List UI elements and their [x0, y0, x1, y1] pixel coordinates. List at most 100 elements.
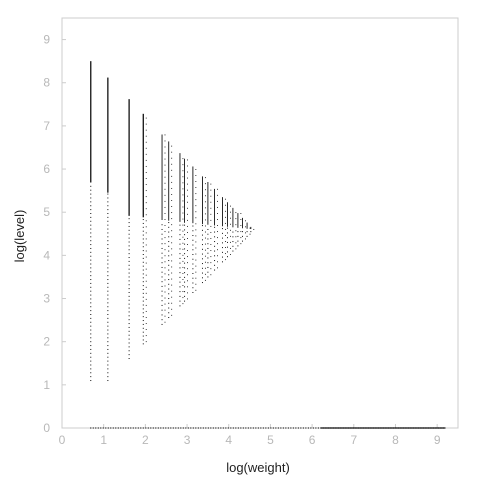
data-point [221, 237, 223, 239]
data-point [179, 262, 181, 264]
data-point [90, 228, 92, 230]
data-point [179, 243, 181, 245]
point-column [128, 99, 130, 360]
data-point [115, 427, 117, 429]
x-tick-label: 5 [267, 433, 274, 447]
data-point [90, 298, 92, 300]
data-point [192, 277, 194, 279]
data-point [145, 286, 147, 288]
data-point [221, 228, 223, 230]
data-point [187, 274, 188, 276]
data-point [182, 170, 184, 172]
data-point [257, 427, 259, 429]
data-point [182, 248, 184, 250]
data-point [182, 303, 184, 305]
data-point [235, 212, 237, 214]
data-point [168, 264, 170, 266]
data-point [170, 427, 172, 429]
data-point [207, 247, 209, 249]
data-point [168, 293, 170, 295]
data-point [184, 248, 186, 250]
data-point [182, 182, 184, 184]
data-point [145, 117, 147, 119]
data-point [90, 193, 92, 195]
data-point [90, 236, 92, 238]
data-point [195, 181, 197, 182]
data-point [222, 427, 224, 429]
data-point [187, 238, 188, 239]
data-point [164, 200, 166, 202]
data-point [107, 220, 109, 222]
data-point [164, 206, 166, 208]
data-point [182, 242, 184, 244]
data-point [201, 244, 203, 246]
data-point [168, 250, 170, 252]
data-point [227, 427, 229, 429]
data-point [187, 256, 188, 258]
data-point [237, 427, 239, 429]
data-point [128, 280, 130, 282]
data-point [204, 267, 206, 269]
data-point [195, 277, 197, 279]
data-point [145, 329, 147, 330]
data-point [182, 206, 184, 208]
data-point [128, 272, 130, 274]
data-point [207, 228, 209, 230]
data-point [182, 285, 184, 286]
data-point [195, 205, 197, 207]
data-point [171, 284, 173, 286]
data-point [171, 248, 173, 250]
data-point [179, 300, 181, 302]
data-point [226, 232, 228, 234]
data-point [112, 427, 114, 429]
data-point [207, 233, 209, 235]
data-point [224, 216, 226, 218]
data-point [175, 427, 177, 429]
data-point [224, 204, 226, 206]
data-point [217, 188, 218, 190]
data-point [168, 255, 170, 257]
data-point [171, 236, 173, 238]
data-point [171, 163, 173, 165]
data-point [128, 326, 130, 328]
data-point [142, 300, 144, 302]
data-point [171, 308, 173, 310]
data-point [90, 360, 92, 362]
data-point [145, 427, 147, 429]
data-point [168, 226, 170, 228]
data-point [107, 380, 109, 382]
data-point [179, 253, 181, 255]
baseline-points [90, 427, 446, 429]
data-point [184, 253, 186, 255]
data-point [90, 345, 92, 347]
data-point [182, 236, 184, 238]
data-point [142, 219, 144, 221]
data-point [184, 238, 186, 240]
data-point [127, 427, 129, 429]
data-point [145, 341, 147, 343]
data-point [204, 207, 206, 209]
data-point [217, 267, 218, 269]
data-point [107, 302, 109, 304]
data-point [107, 352, 109, 354]
data-point [184, 286, 186, 288]
data-point [128, 237, 130, 239]
data-point [164, 158, 166, 160]
data-point [117, 427, 119, 429]
data-point [214, 245, 216, 247]
data-point [190, 427, 192, 429]
data-point [171, 230, 173, 232]
data-point [205, 427, 207, 429]
data-point [90, 341, 92, 343]
data-point [192, 287, 194, 289]
x-tick-label: 8 [392, 433, 399, 447]
data-point [107, 306, 109, 308]
data-point [214, 250, 216, 252]
data-point [204, 195, 206, 197]
data-point [164, 140, 166, 142]
data-point [221, 247, 223, 249]
point-column [107, 77, 109, 382]
data-point [171, 200, 173, 201]
data-point [145, 298, 147, 300]
data-point [187, 189, 188, 191]
